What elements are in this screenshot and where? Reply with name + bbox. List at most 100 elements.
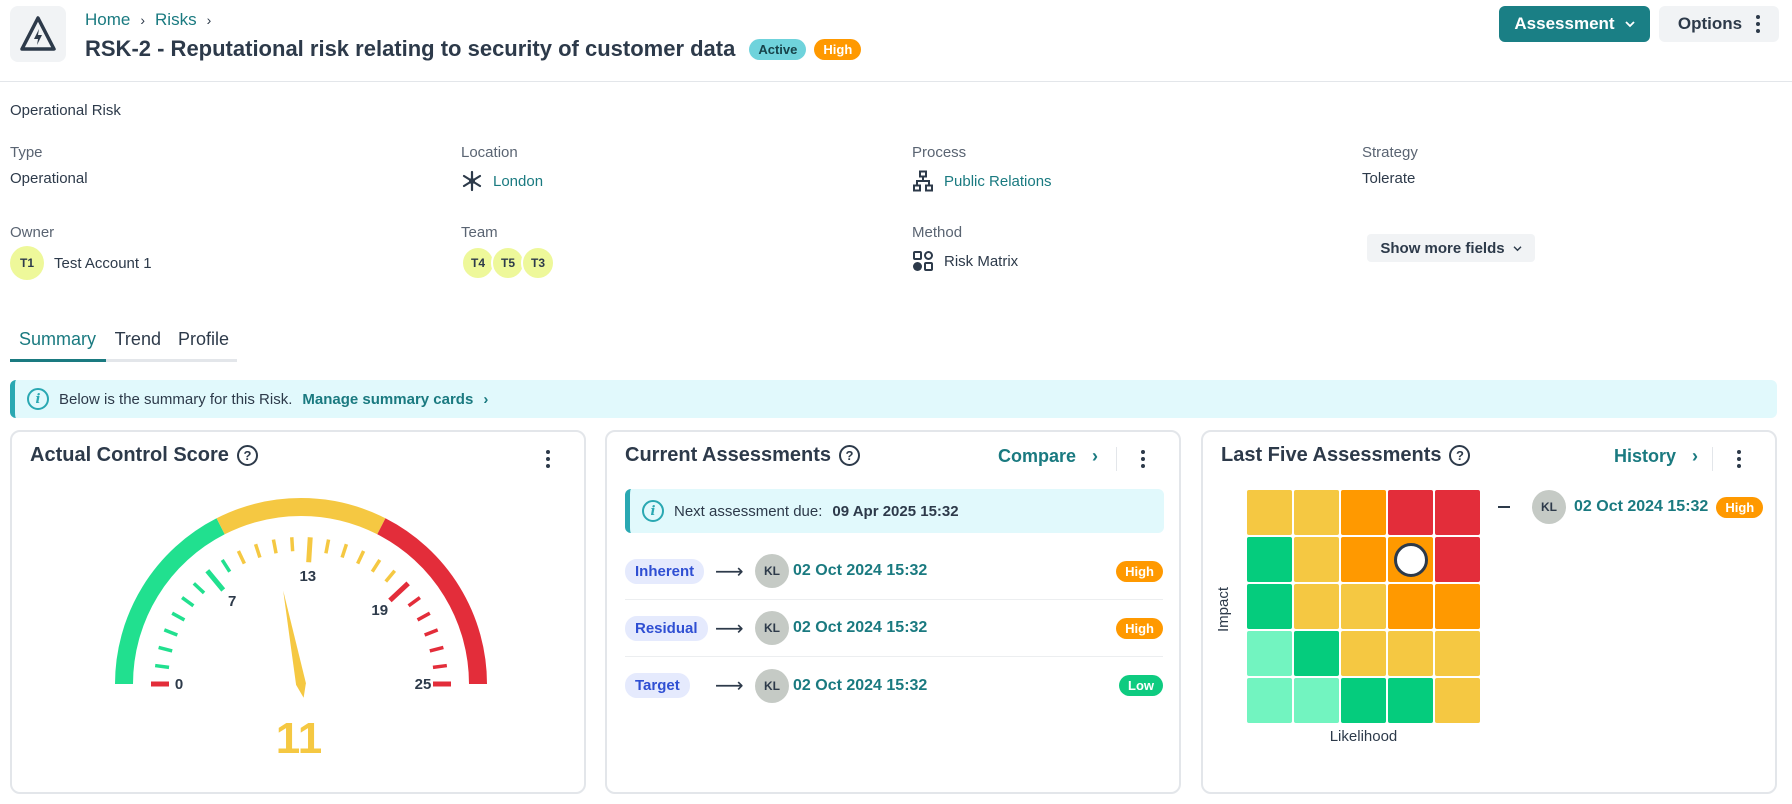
svg-text:13: 13 [299,568,316,585]
compare-label: Compare [998,446,1077,466]
field-owner: Owner T1 Test Account 1 [10,224,152,280]
manage-summary-cards-link[interactable]: Manage summary cards › [302,391,488,408]
matrix-cell [1388,631,1433,676]
matrix-cell [1341,537,1386,582]
next-due-value: 09 Apr 2025 15:32 [832,502,959,520]
assessment-row-inherent[interactable]: Inherent ⟶ KL 02 Oct 2024 15:32 High [625,543,1163,600]
matrix-cell [1435,584,1480,629]
history-link[interactable]: History › [1614,446,1698,467]
tab-profile[interactable]: Profile [177,329,229,349]
svg-text:19: 19 [371,602,388,619]
assessment-type-pill: Target [625,673,690,698]
field-label: Team [461,224,498,241]
assessment-marker[interactable] [1394,543,1428,577]
control-score-gauge: 0 7 13 19 25 [115,498,487,698]
help-icon[interactable]: ? [236,445,258,466]
matrix-cell [1388,537,1433,582]
help-icon[interactable]: ? [1449,445,1471,466]
tab-trend[interactable]: Trend [114,329,161,349]
matrix-x-axis-label: Likelihood [1329,728,1398,745]
field-location: Location London [461,144,543,192]
assessment-date-link[interactable]: 02 Oct 2024 15:32 [793,676,928,694]
divider [1116,447,1117,471]
avatar: KL [755,611,789,645]
history-entry[interactable]: KL 02 Oct 2024 15:32 High [1498,490,1764,524]
assessment-type-pill: Inherent [625,558,705,584]
matrix-cell [1341,490,1386,535]
chevron-right-icon: › [1692,446,1699,466]
rating-badge: High [1116,560,1163,582]
assessment-date-link[interactable]: 02 Oct 2024 15:32 [793,562,928,579]
banner-text: Below is the summary for this Risk. [59,390,293,408]
card-current-assessments: Current Assessments ? Compare › i Next a… [605,430,1181,794]
field-label: Process [912,144,967,161]
process-link[interactable]: Public Relations [944,172,1052,190]
field-type: Type Operational [10,144,88,187]
matrix-cell [1294,631,1339,676]
matrix-cell [1247,490,1292,535]
location-network-icon [462,170,482,192]
more-vertical-icon [1756,15,1761,33]
matrix-cell [1294,678,1339,723]
field-label: Type [10,144,43,161]
chevron-right-icon: › [1092,446,1099,466]
assessment-row-target[interactable]: Target ⟶ KL 02 Oct 2024 15:32 Low [625,657,1163,714]
svg-text:0: 0 [175,676,183,693]
divider [1712,447,1713,471]
card-title: Actual Control Score [30,444,229,466]
matrix-cell [1247,584,1292,629]
field-label: Method [912,224,963,241]
breadcrumb-home[interactable]: Home [85,10,131,29]
next-due-label: Next assessment due: [674,502,823,520]
field-label: Strategy [1362,144,1418,161]
matrix-cell [1294,584,1339,629]
matrix-cell [1341,678,1386,723]
breadcrumb-risks[interactable]: Risks [155,10,197,29]
matrix-cell [1247,537,1292,582]
options-button[interactable]: Options [1659,6,1779,42]
more-vertical-icon[interactable] [1141,450,1145,468]
options-button-label: Options [1677,14,1743,33]
assessment-date-link[interactable]: 02 Oct 2024 15:32 [793,619,928,636]
rating-badge: Low [1119,675,1163,696]
risk-category: Operational Risk [10,102,121,119]
info-icon: i [642,500,664,522]
compare-link[interactable]: Compare › [998,446,1098,467]
gauge-needle [283,590,306,698]
more-vertical-icon[interactable] [1737,450,1741,468]
help-icon[interactable]: ? [839,445,861,466]
owner-name: Test Account 1 [54,254,152,272]
avatar: T5 [491,246,525,280]
show-more-fields-button[interactable]: Show more fields [1367,234,1535,262]
matrix-y-axis-label: Impact [1215,586,1232,632]
arrow-right-icon: ⟶ [715,560,744,583]
matrix-cell [1341,584,1386,629]
assessment-row-residual[interactable]: Residual ⟶ KL 02 Oct 2024 15:32 High [625,600,1163,657]
risk-type-icon-box [10,6,66,62]
field-value: Operational [10,170,88,187]
matrix-cell [1247,678,1292,723]
field-team: Team T4 T5 T3 [461,224,555,280]
matrix-icon [913,251,933,271]
warning-electric-icon [20,16,56,51]
tab-bar: Summary Trend Profile [10,324,237,362]
svg-text:25: 25 [415,676,432,693]
field-method: Method Risk Matrix [912,224,1018,272]
matrix-cell [1388,678,1433,723]
svg-text:7: 7 [228,593,236,610]
location-link[interactable]: London [493,172,544,190]
field-process: Process Public Relations [912,144,1052,192]
avatar: KL [1532,490,1566,524]
info-icon: i [27,388,49,410]
tab-summary[interactable]: Summary [10,324,106,362]
series-dash-icon [1498,506,1510,508]
card-last-five-assessments: Last Five Assessments ? History › Impact… [1201,430,1777,794]
more-vertical-icon[interactable] [546,450,550,468]
avatar: KL [755,554,789,588]
summary-info-banner: i Below is the summary for this Risk. Ma… [10,380,1777,418]
field-label: Location [461,144,518,161]
matrix-cell [1435,678,1480,723]
assessment-button[interactable]: Assessment [1499,6,1650,42]
card-actual-control-score: Actual Control Score ? 0 7 13 19 25 11 [10,430,586,794]
assessment-date-link[interactable]: 02 Oct 2024 15:32 [1574,498,1709,515]
